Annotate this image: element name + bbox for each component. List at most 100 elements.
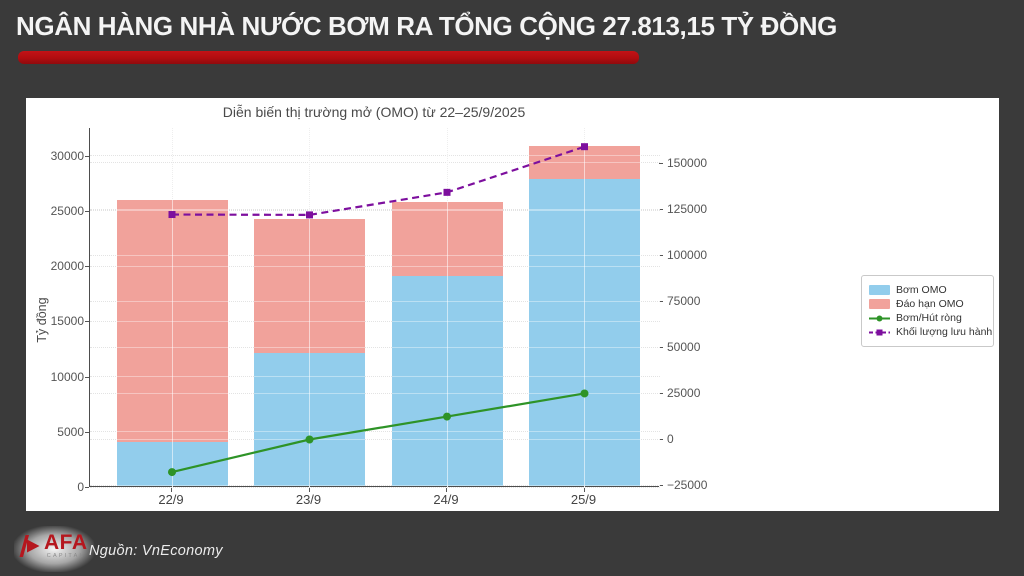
gridline-horizontal-overlay [90,376,660,378]
legend-line-sample [869,315,890,321]
headline: NGÂN HÀNG NHÀ NƯỚC BƠM RA TỔNG CỘNG 27.8… [16,11,837,41]
legend-swatch-net-line [869,313,890,324]
gridline-horizontal [90,438,660,440]
gridline-horizontal-overlay [90,484,660,486]
left-axis-tickmark [85,210,89,213]
left-axis-tickmark [85,431,89,433]
outstanding-volume-line [171,145,585,216]
right-axis-tick-label: 100000 [667,248,708,263]
gridline-horizontal-overlay [90,300,660,302]
gridline-horizontal-overlay [90,162,660,164]
right-axis-tickmark [659,393,663,395]
gridline-horizontal-overlay [90,320,660,322]
left-axis-tickmark [85,487,89,489]
legend-label: Đáo hạn OMO [896,298,964,310]
x-axis-tick-label: 24/9 [433,492,459,507]
source-credit: Nguồn: VnEconomy [89,543,223,559]
logo-subtext: CAPITAL [46,553,85,560]
gridline-horizontal-overlay [90,265,660,267]
gridline-horizontal-overlay [90,155,660,157]
gridline-horizontal [90,431,660,433]
right-axis-tick-label: 150000 [667,155,708,170]
x-axis-tickmark [583,488,585,492]
right-axis-tick-label: 125000 [667,202,708,216]
legend-swatch-bom-omo [869,285,890,296]
logo-text: AFA [44,531,88,555]
x-axis-tickmark [308,488,310,492]
data-point-marker [443,412,451,421]
data-point-marker [305,435,314,444]
right-axis-tickmark [659,485,663,487]
gridline-horizontal [90,320,660,322]
data-point-marker [580,389,589,398]
legend-swatch-outstanding-line [869,327,890,338]
left-axis-tick-label: 5000 [57,424,84,439]
gridline-horizontal-overlay [90,208,660,210]
right-axis-tick-label: 50000 [667,340,701,355]
gridline-horizontal [90,484,660,486]
logo-arrow-icon [19,535,40,557]
gridline-horizontal [90,486,660,488]
left-axis-tickmark [85,266,89,268]
right-axis-tick-label: 0 [667,432,674,447]
legend-line-sample [869,329,890,335]
gridline-vertical-overlay [171,128,173,487]
x-axis-tickmark [171,488,173,492]
right-axis-tick-label: −25000 [667,478,708,493]
left-axis-tickmark [85,155,89,157]
right-axis-tickmark [659,347,663,349]
gridline-vertical-overlay [309,128,310,487]
x-axis-tick-label: 22/9 [158,492,184,507]
chart-title: Diễn biến thị trường mở (OMO) từ 22–25/9… [222,104,526,120]
gridline-horizontal [90,346,660,348]
left-axis-tick-label: 30000 [50,148,84,163]
legend-color-patch [869,299,890,309]
gridline-horizontal-overlay [90,486,660,488]
legend-item-dao-han-omo: Đáo hạn OMO [869,298,986,310]
plot-area [89,128,660,488]
gridline-horizontal [90,210,660,212]
legend: Bơm OMO Đáo hạn OMO Bơm/Hút ròng Khối lư… [861,275,994,347]
x-axis-tick-label: 25/9 [570,492,597,507]
gridline-horizontal [90,254,660,256]
right-axis-tickmark [659,301,663,303]
gridline-horizontal-overlay [90,392,660,394]
gridline-horizontal [90,162,660,164]
data-point-marker [168,468,176,477]
x-axis-tickmark [446,488,448,492]
right-axis-tickmark [659,439,663,441]
gridline-horizontal-overlay [90,254,660,256]
left-axis-tick-label: 10000 [50,369,84,384]
left-axis-tick-label: 25000 [50,203,84,218]
data-point-marker [168,211,176,219]
right-axis-tickmark [659,209,663,211]
legend-label: Khối lượng lưu hành [896,326,993,338]
gridline-horizontal [90,376,660,378]
x-axis-tick-label: 23/9 [295,492,322,507]
overlay-lines [168,143,589,477]
gridline-horizontal-overlay [90,431,660,433]
gridline-horizontal [90,155,660,157]
right-axis-tickmark [659,162,663,165]
legend-color-patch [869,285,890,295]
left-axis-tick-label: 0 [77,480,84,494]
right-axis-tickmark [659,255,663,257]
left-axis-tickmark [85,321,89,323]
afa-capital-logo: AFA CAPITAL [12,526,96,572]
legend-label: Bơm/Hút ròng [896,312,962,324]
gridline-horizontal [90,300,660,302]
gridline-horizontal-overlay [90,438,660,440]
gridline-horizontal [90,208,660,210]
gridline-horizontal [90,392,660,394]
legend-item-bom-omo: Bơm OMO [869,284,986,296]
gridline-vertical-overlay [584,128,585,487]
data-point-marker [306,211,313,219]
left-axis-tick-label: 20000 [50,259,84,274]
left-axis-tickmark [85,376,89,378]
left-axis-tick-label: 15000 [50,314,84,329]
gridline-horizontal-overlay [90,210,660,212]
legend-item-outstanding: Khối lượng lưu hành [869,326,992,338]
gridline-horizontal-overlay [90,346,660,348]
legend-label: Bơm OMO [896,284,947,296]
gridline-horizontal [90,265,660,267]
